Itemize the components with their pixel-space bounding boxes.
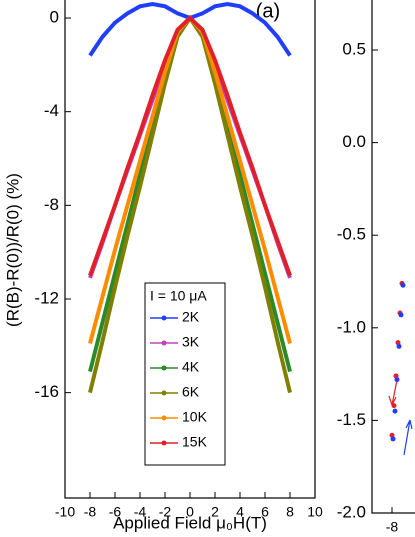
legend-marker — [161, 365, 167, 371]
x-tick-label: -8 — [84, 504, 97, 520]
panel-label: (a) — [256, 0, 280, 22]
y-tick-label: -1.5 — [337, 410, 366, 429]
x-tick-label: -10 — [55, 504, 75, 520]
x-axis-label: Applied Field μ₀H(T) — [113, 513, 267, 532]
legend-label: 15K — [182, 434, 208, 450]
y-tick-label: -2.0 — [337, 502, 366, 521]
y-tick-label: 0 — [50, 8, 59, 27]
legend-marker — [161, 390, 167, 396]
series-line — [88, 15, 292, 277]
point — [400, 282, 406, 288]
legend-marker — [161, 315, 167, 321]
legend-title: I = 10 μA — [150, 288, 207, 304]
arrow-up — [403, 419, 413, 456]
legend-marker — [161, 340, 167, 346]
legend-label: 6K — [182, 384, 200, 400]
legend-label: 10K — [182, 409, 208, 425]
point — [396, 343, 402, 349]
y-tick-label: -12 — [34, 288, 59, 307]
y-tick-label: -16 — [34, 382, 59, 401]
y-tick-label: -1.0 — [337, 317, 366, 336]
y-tick-label: 0.0 — [342, 132, 366, 151]
x-tick-label: -8 — [386, 519, 399, 535]
point — [392, 408, 398, 414]
x-tick-label: -2 — [159, 504, 172, 520]
right-frame — [371, 0, 415, 514]
point — [391, 403, 397, 409]
legend-label: 4K — [182, 359, 200, 375]
y-tick-label: -8 — [44, 195, 59, 214]
y-axis-label: (R(B)-R(0))/R(0) (%) — [3, 173, 22, 327]
y-tick-label: -0.5 — [337, 225, 366, 244]
x-tick-label: 4 — [236, 504, 244, 520]
legend-label: 3K — [182, 334, 200, 350]
legend-box — [144, 282, 226, 466]
point — [394, 377, 400, 383]
point — [390, 436, 396, 442]
x-tick-label: 10 — [307, 504, 323, 520]
y-tick-label: -4 — [44, 101, 59, 120]
legend-marker — [161, 415, 167, 421]
x-tick-label: 8 — [286, 504, 294, 520]
x-tick-label: 2 — [211, 504, 219, 520]
x-tick-label: 6 — [261, 504, 269, 520]
legend-marker — [161, 440, 167, 446]
x-tick-label: -4 — [134, 504, 147, 520]
x-tick-label: -6 — [109, 504, 122, 520]
x-tick-label: 0 — [186, 504, 194, 520]
y-tick-label: 0.5 — [342, 39, 366, 58]
point — [398, 312, 404, 318]
legend-label: 2K — [182, 309, 200, 325]
